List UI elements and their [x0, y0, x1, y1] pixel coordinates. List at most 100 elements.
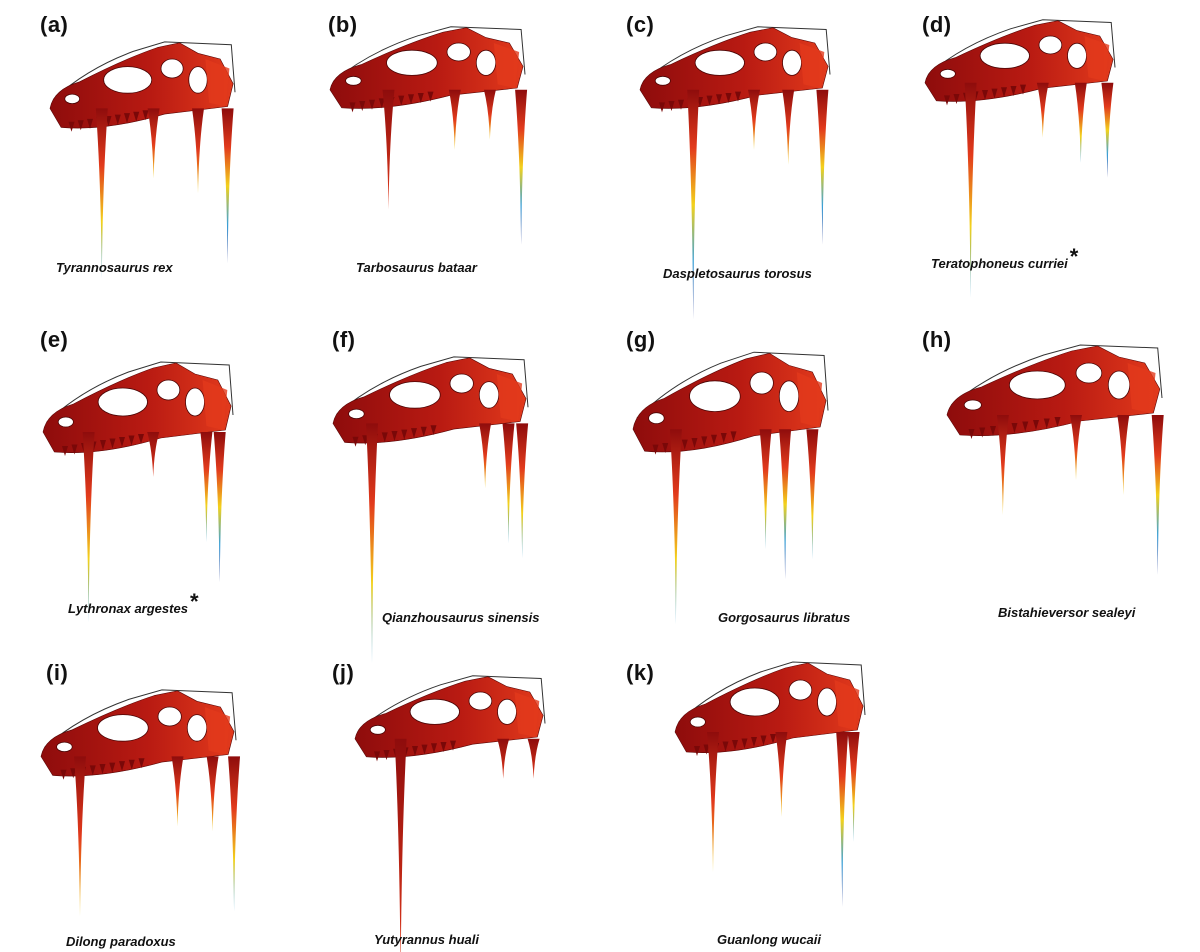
- fenestra: [694, 49, 745, 76]
- panel-label: (i): [46, 660, 69, 685]
- stress-spike: [147, 108, 160, 179]
- species-name: Teratophoneus curriei*: [931, 244, 1079, 271]
- skull-stress-plot: [354, 675, 546, 952]
- stress-spike: [964, 82, 977, 298]
- stress-spike: [527, 738, 540, 779]
- stress-spike: [1101, 82, 1114, 178]
- skull-stress-plot: [42, 361, 234, 622]
- fenestra: [654, 75, 671, 86]
- stress-spike: [82, 432, 95, 622]
- stress-spike: [394, 738, 407, 952]
- stress-hotspot: [205, 59, 230, 107]
- panel-label: (k): [626, 660, 655, 685]
- stress-spike: [74, 756, 86, 917]
- panel-label: (j): [332, 660, 355, 685]
- panel-label: (b): [328, 12, 358, 37]
- fenestra: [475, 49, 497, 76]
- fenestra: [64, 93, 81, 105]
- stress-spike: [479, 423, 492, 489]
- stress-spike: [516, 423, 529, 559]
- species-name: Tarbosaurus bataar: [356, 260, 477, 275]
- fenestra: [97, 387, 148, 417]
- stress-spike: [1151, 415, 1164, 575]
- fenestra: [468, 691, 493, 711]
- stress-spike: [95, 108, 108, 279]
- skull-stress-plot: [632, 351, 829, 625]
- stress-hotspot: [496, 374, 523, 422]
- stress-spike: [687, 89, 700, 320]
- stress-spike: [1117, 415, 1130, 495]
- skull-stress-plot: [924, 19, 1116, 298]
- skull-stress-plot: [329, 26, 528, 245]
- fenestra: [497, 698, 517, 725]
- panel-k: (k) Guanlong wucaii: [600, 650, 900, 947]
- stress-spike: [483, 89, 496, 140]
- fenestra: [185, 387, 205, 417]
- fenestra: [409, 698, 460, 725]
- stress-spike: [775, 732, 788, 817]
- panel-label: (c): [626, 12, 655, 37]
- panel-g: (g) Gorgosaurus libratus: [600, 315, 900, 625]
- fenestra: [1107, 370, 1131, 400]
- panel-a: (a) Tyrannosaurus rex: [0, 0, 300, 300]
- fenestra: [753, 42, 778, 62]
- stress-hotspot: [1127, 363, 1156, 413]
- fenestra: [782, 49, 802, 76]
- stress-spike: [748, 89, 760, 150]
- stress-spike: [759, 429, 772, 550]
- panel-b: (b) Tarbosaurus bataar: [300, 0, 600, 300]
- stress-hotspot: [796, 372, 823, 427]
- panel-c: (c) Daspletosaurus torosus: [600, 0, 900, 320]
- panel-f: (f) Qianzhousaurus sinensis: [300, 315, 600, 664]
- stress-spike: [707, 732, 719, 872]
- fenestra: [788, 679, 813, 701]
- skull-stress-plot: [332, 356, 529, 664]
- fenestra: [939, 68, 956, 79]
- stress-spike: [228, 756, 241, 912]
- stress-spike: [1036, 82, 1049, 138]
- fenestra: [749, 371, 774, 395]
- stress-spike: [806, 429, 819, 560]
- panel-label: (g): [626, 327, 656, 352]
- stress-spike: [836, 732, 849, 907]
- fenestra: [160, 58, 184, 79]
- skull-stress-plot: [639, 26, 831, 320]
- panel-label: (a): [40, 12, 69, 37]
- stress-spike: [779, 429, 792, 580]
- fenestra: [345, 75, 362, 86]
- species-name: Yutyrannus huali: [374, 932, 479, 947]
- fenestra: [648, 412, 665, 425]
- fenestra: [156, 379, 181, 401]
- stress-spike: [669, 429, 682, 625]
- fenestra: [1067, 42, 1087, 69]
- stress-spike: [382, 89, 395, 210]
- panel-label: (d): [922, 12, 952, 37]
- stress-hotspot: [493, 43, 520, 88]
- panel-j: (j) Yutyrannus huali: [300, 650, 600, 952]
- fenestra: [186, 714, 208, 742]
- fenestra: [1038, 35, 1063, 55]
- fenestra: [817, 687, 837, 717]
- fenestra: [56, 741, 73, 753]
- stress-hotspot: [1084, 36, 1110, 81]
- species-name: Bistahieversor sealeyi: [998, 605, 1136, 620]
- marker: *: [1069, 244, 1079, 269]
- stress-spike: [502, 423, 515, 544]
- fenestra: [963, 399, 982, 411]
- fenestra: [157, 706, 182, 727]
- skull-stress-plot: [946, 344, 1164, 575]
- stress-spike: [448, 89, 461, 150]
- stress-spike: [213, 432, 226, 582]
- stress-hotspot: [834, 680, 860, 730]
- fenestra: [778, 380, 800, 412]
- stress-spike: [147, 432, 160, 477]
- panel-label: (f): [332, 327, 356, 352]
- fenestra: [57, 416, 74, 428]
- stress-spike: [1070, 415, 1082, 480]
- fenestra: [97, 714, 149, 742]
- fenestra: [1075, 362, 1103, 384]
- panel-i: (i) Dilong paradoxus: [0, 650, 300, 949]
- stress-spike: [497, 738, 510, 779]
- stress-spike: [200, 432, 213, 542]
- stress-spike: [782, 89, 795, 165]
